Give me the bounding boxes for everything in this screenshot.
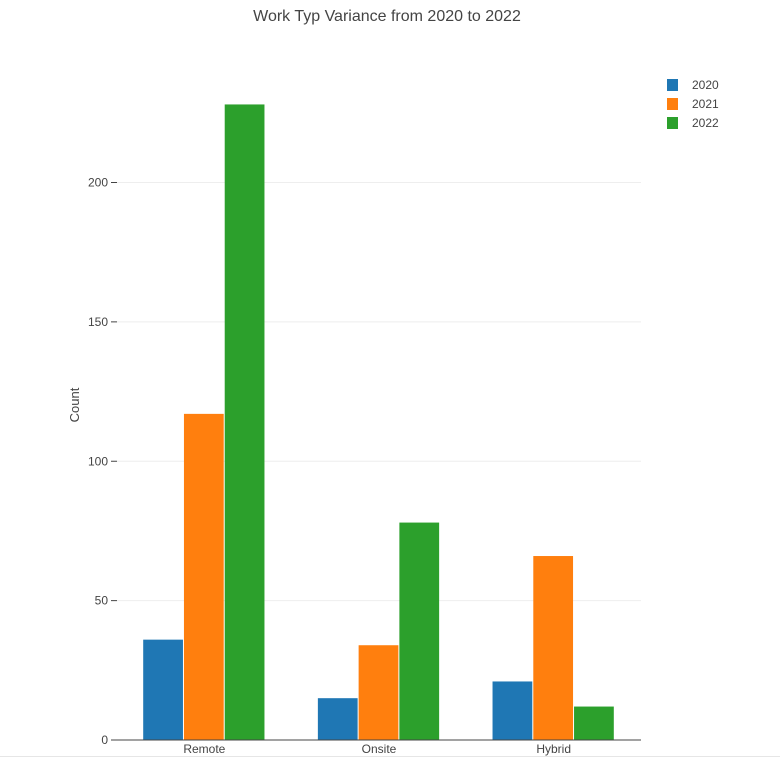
legend-swatch bbox=[667, 79, 678, 91]
y-axis-title: Count bbox=[67, 387, 82, 422]
bar-hybrid-2022[interactable] bbox=[574, 706, 614, 740]
legend-label: 2021 bbox=[692, 97, 719, 111]
y-tick-label: 0 bbox=[101, 733, 108, 747]
legend: 2020 2021 2022 bbox=[667, 78, 719, 130]
bar-onsite-2022[interactable] bbox=[399, 522, 440, 740]
page-bottom-divider bbox=[0, 756, 780, 757]
legend-item-2021[interactable]: 2021 bbox=[667, 97, 719, 111]
y-tick-label: 150 bbox=[88, 315, 108, 329]
y-axis-ticks: 0 50 100 150 200 bbox=[88, 176, 117, 747]
x-tick-label: Remote bbox=[183, 742, 225, 756]
y-tick-label: 100 bbox=[88, 454, 108, 468]
x-tick-label: Onsite bbox=[362, 742, 397, 756]
bar-onsite-2021[interactable] bbox=[358, 645, 399, 740]
y-tick-label: 200 bbox=[88, 176, 108, 190]
bar-hybrid-2020[interactable] bbox=[492, 681, 533, 740]
bar-hybrid-2021[interactable] bbox=[533, 556, 574, 740]
legend-label: 2022 bbox=[692, 116, 719, 130]
bar-remote-2022[interactable] bbox=[224, 104, 265, 740]
legend-item-2022[interactable]: 2022 bbox=[667, 116, 719, 130]
x-axis-ticks: Remote Onsite Hybrid bbox=[183, 742, 571, 756]
chart-title: Work Typ Variance from 2020 to 2022 bbox=[253, 8, 521, 25]
bar-remote-2020[interactable] bbox=[143, 639, 183, 740]
bar-remote-2021[interactable] bbox=[183, 413, 224, 740]
x-tick-label: Hybrid bbox=[536, 742, 571, 756]
y-tick-label: 50 bbox=[95, 594, 109, 608]
bar-onsite-2020[interactable] bbox=[317, 698, 358, 740]
legend-swatch bbox=[667, 117, 678, 129]
legend-label: 2020 bbox=[692, 78, 719, 92]
legend-swatch bbox=[667, 98, 678, 110]
legend-item-2020[interactable]: 2020 bbox=[667, 78, 719, 92]
bars bbox=[143, 104, 614, 740]
